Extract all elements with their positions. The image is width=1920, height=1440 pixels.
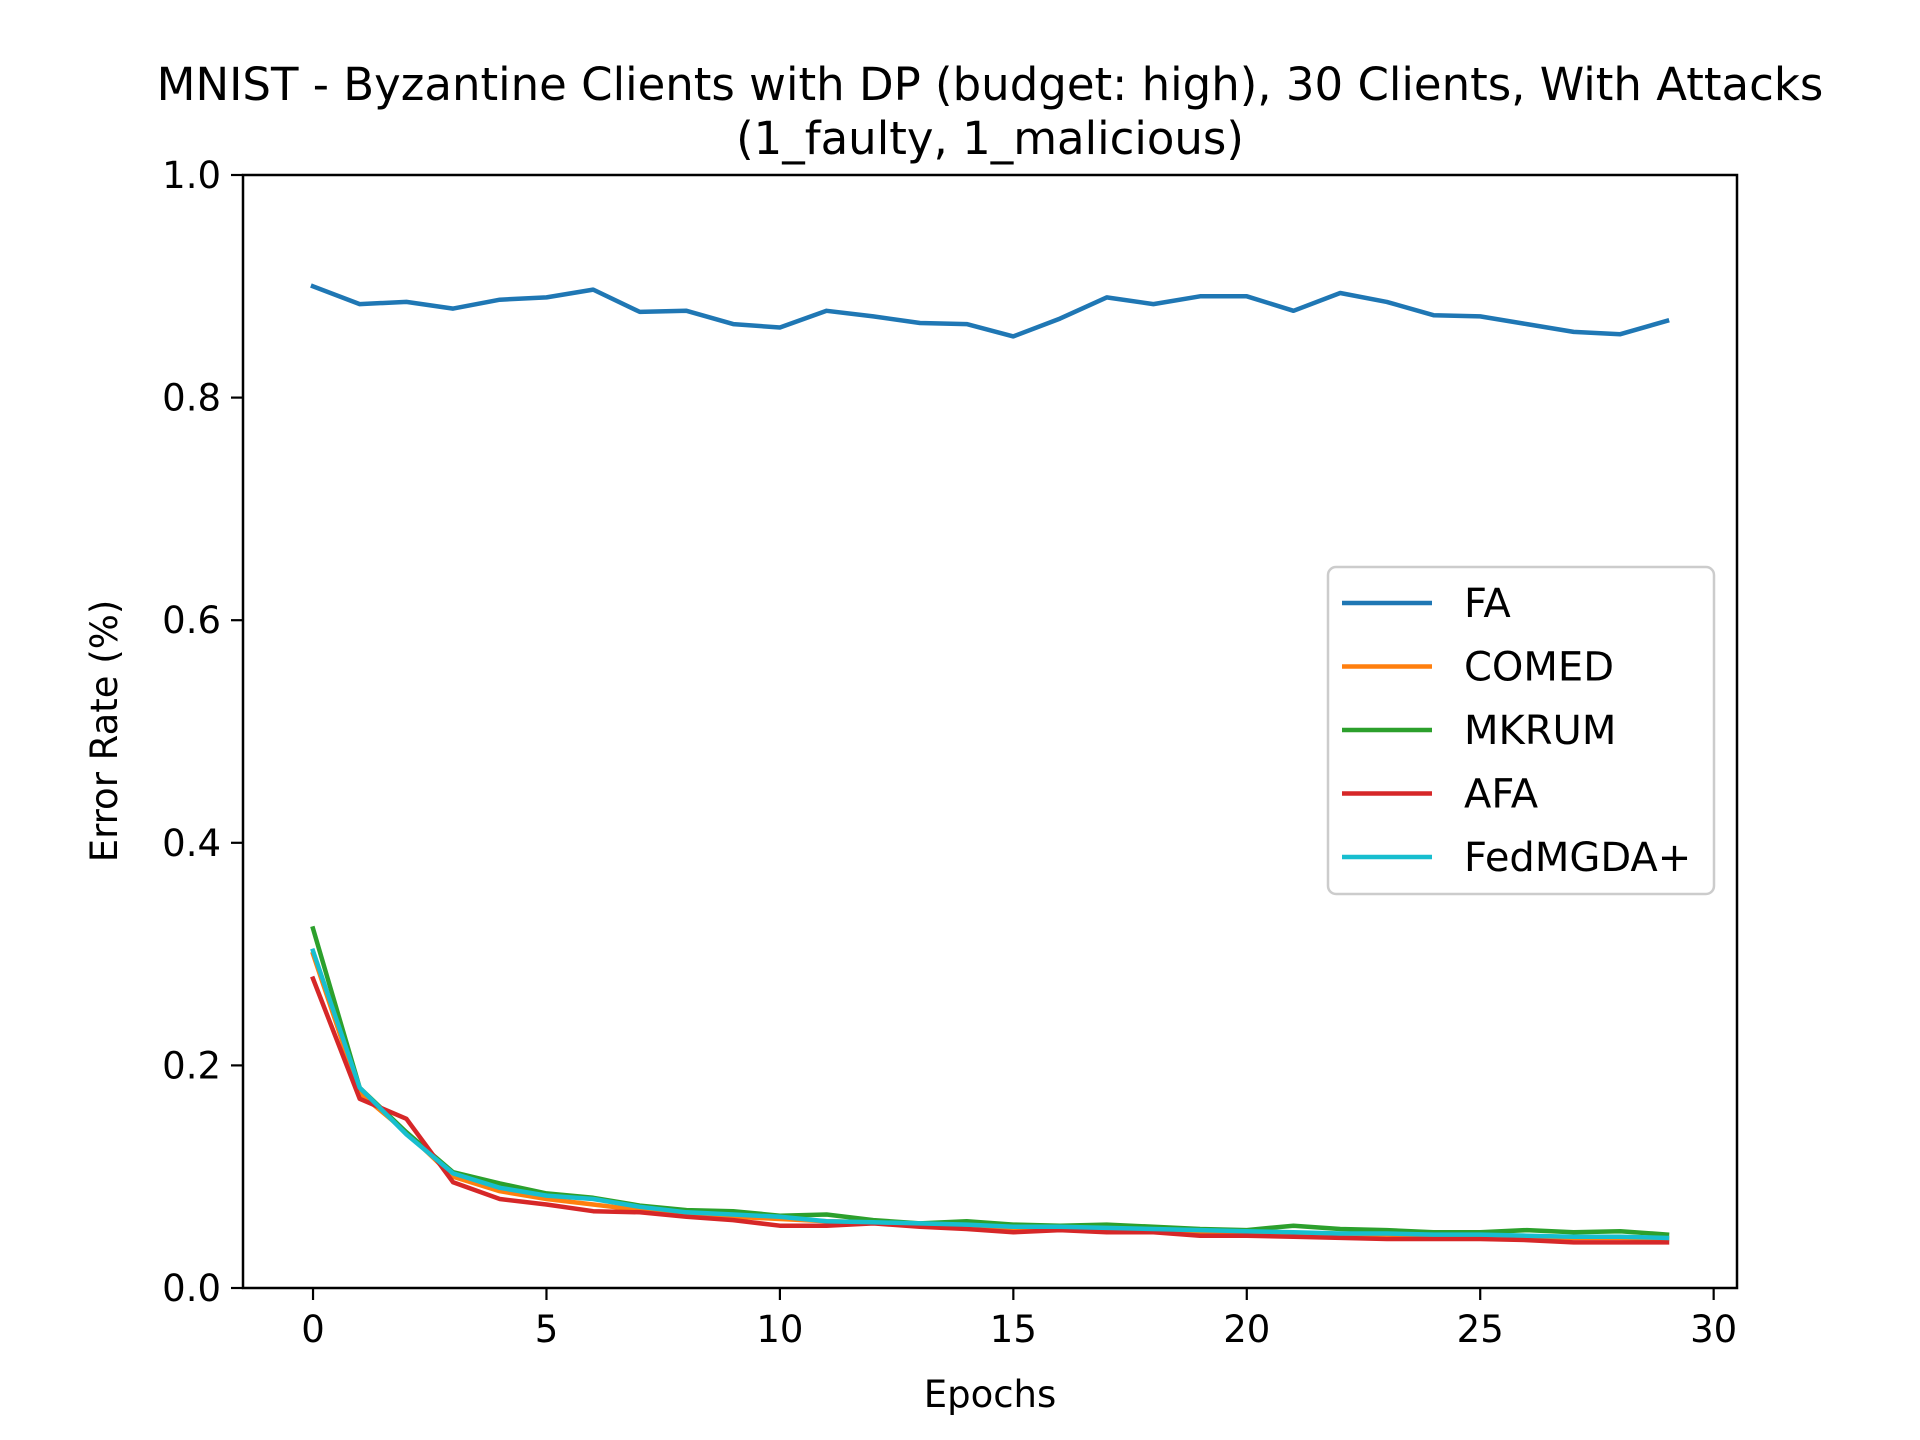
x-tick-label: 20 <box>1223 1308 1270 1351</box>
series-line-comed <box>310 951 1670 1242</box>
legend-box <box>1326 565 1716 896</box>
y-axis-label: Error Rate (%) <box>83 600 126 863</box>
x-tick-label: 25 <box>1457 1308 1504 1351</box>
y-tick-label: 0.6 <box>162 599 221 642</box>
legend-label-mkrum: MKRUM <box>1464 708 1616 754</box>
x-tick-label: 0 <box>301 1308 325 1351</box>
x-axis-ticks: 0 5 10 15 20 25 30 <box>301 1288 1737 1351</box>
plot-series-group <box>310 283 1670 1245</box>
series-line-fedmgda <box>310 947 1670 1241</box>
y-tick-label: 0.4 <box>162 822 221 865</box>
x-tick-label: 5 <box>535 1308 559 1351</box>
y-tick-label: 0.2 <box>162 1044 221 1087</box>
plot-frame <box>241 173 1739 1290</box>
legend-label-fedmgda: FedMGDA+ <box>1464 835 1691 881</box>
legend-label-fa: FA <box>1464 581 1511 627</box>
y-tick-label: 1.0 <box>162 154 221 197</box>
legend: FA COMED MKRUM AFA FedMGDA+ <box>1326 565 1716 896</box>
legend-label-afa: AFA <box>1464 772 1539 818</box>
chart-subtitle: (1_faulty, 1_malicious) <box>736 112 1244 165</box>
legend-items: FA COMED MKRUM AFA FedMGDA+ <box>1342 581 1691 881</box>
y-tick-label: 0.0 <box>162 1267 221 1310</box>
legend-label-comed: COMED <box>1464 645 1614 691</box>
chart-title: MNIST - Byzantine Clients with DP (budge… <box>157 58 1824 111</box>
series-line-mkrum <box>310 925 1670 1238</box>
series-line-afa <box>310 975 1670 1245</box>
x-tick-label: 30 <box>1690 1308 1737 1351</box>
y-tick-label: 0.8 <box>162 377 221 420</box>
x-tick-label: 10 <box>756 1308 803 1351</box>
x-axis-label: Epochs <box>924 1373 1057 1416</box>
series-line-fa <box>310 283 1670 339</box>
y-axis-ticks: 0.0 0.2 0.4 0.6 0.8 1.0 <box>162 154 243 1310</box>
x-tick-label: 15 <box>990 1308 1037 1351</box>
